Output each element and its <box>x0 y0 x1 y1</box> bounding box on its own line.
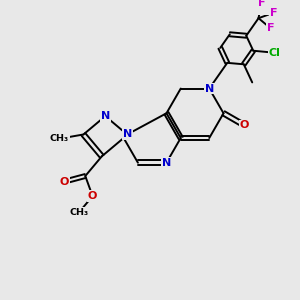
Text: N: N <box>205 84 214 94</box>
Text: Cl: Cl <box>268 48 280 58</box>
Text: O: O <box>88 191 97 201</box>
Text: CH₃: CH₃ <box>69 208 88 217</box>
Text: N: N <box>122 130 132 140</box>
Text: O: O <box>240 120 249 130</box>
Text: N: N <box>162 158 171 168</box>
Text: F: F <box>267 23 274 33</box>
Text: F: F <box>269 8 277 18</box>
Text: N: N <box>101 111 110 121</box>
Text: F: F <box>257 0 265 8</box>
Text: CH₃: CH₃ <box>50 134 69 143</box>
Text: O: O <box>60 177 69 187</box>
